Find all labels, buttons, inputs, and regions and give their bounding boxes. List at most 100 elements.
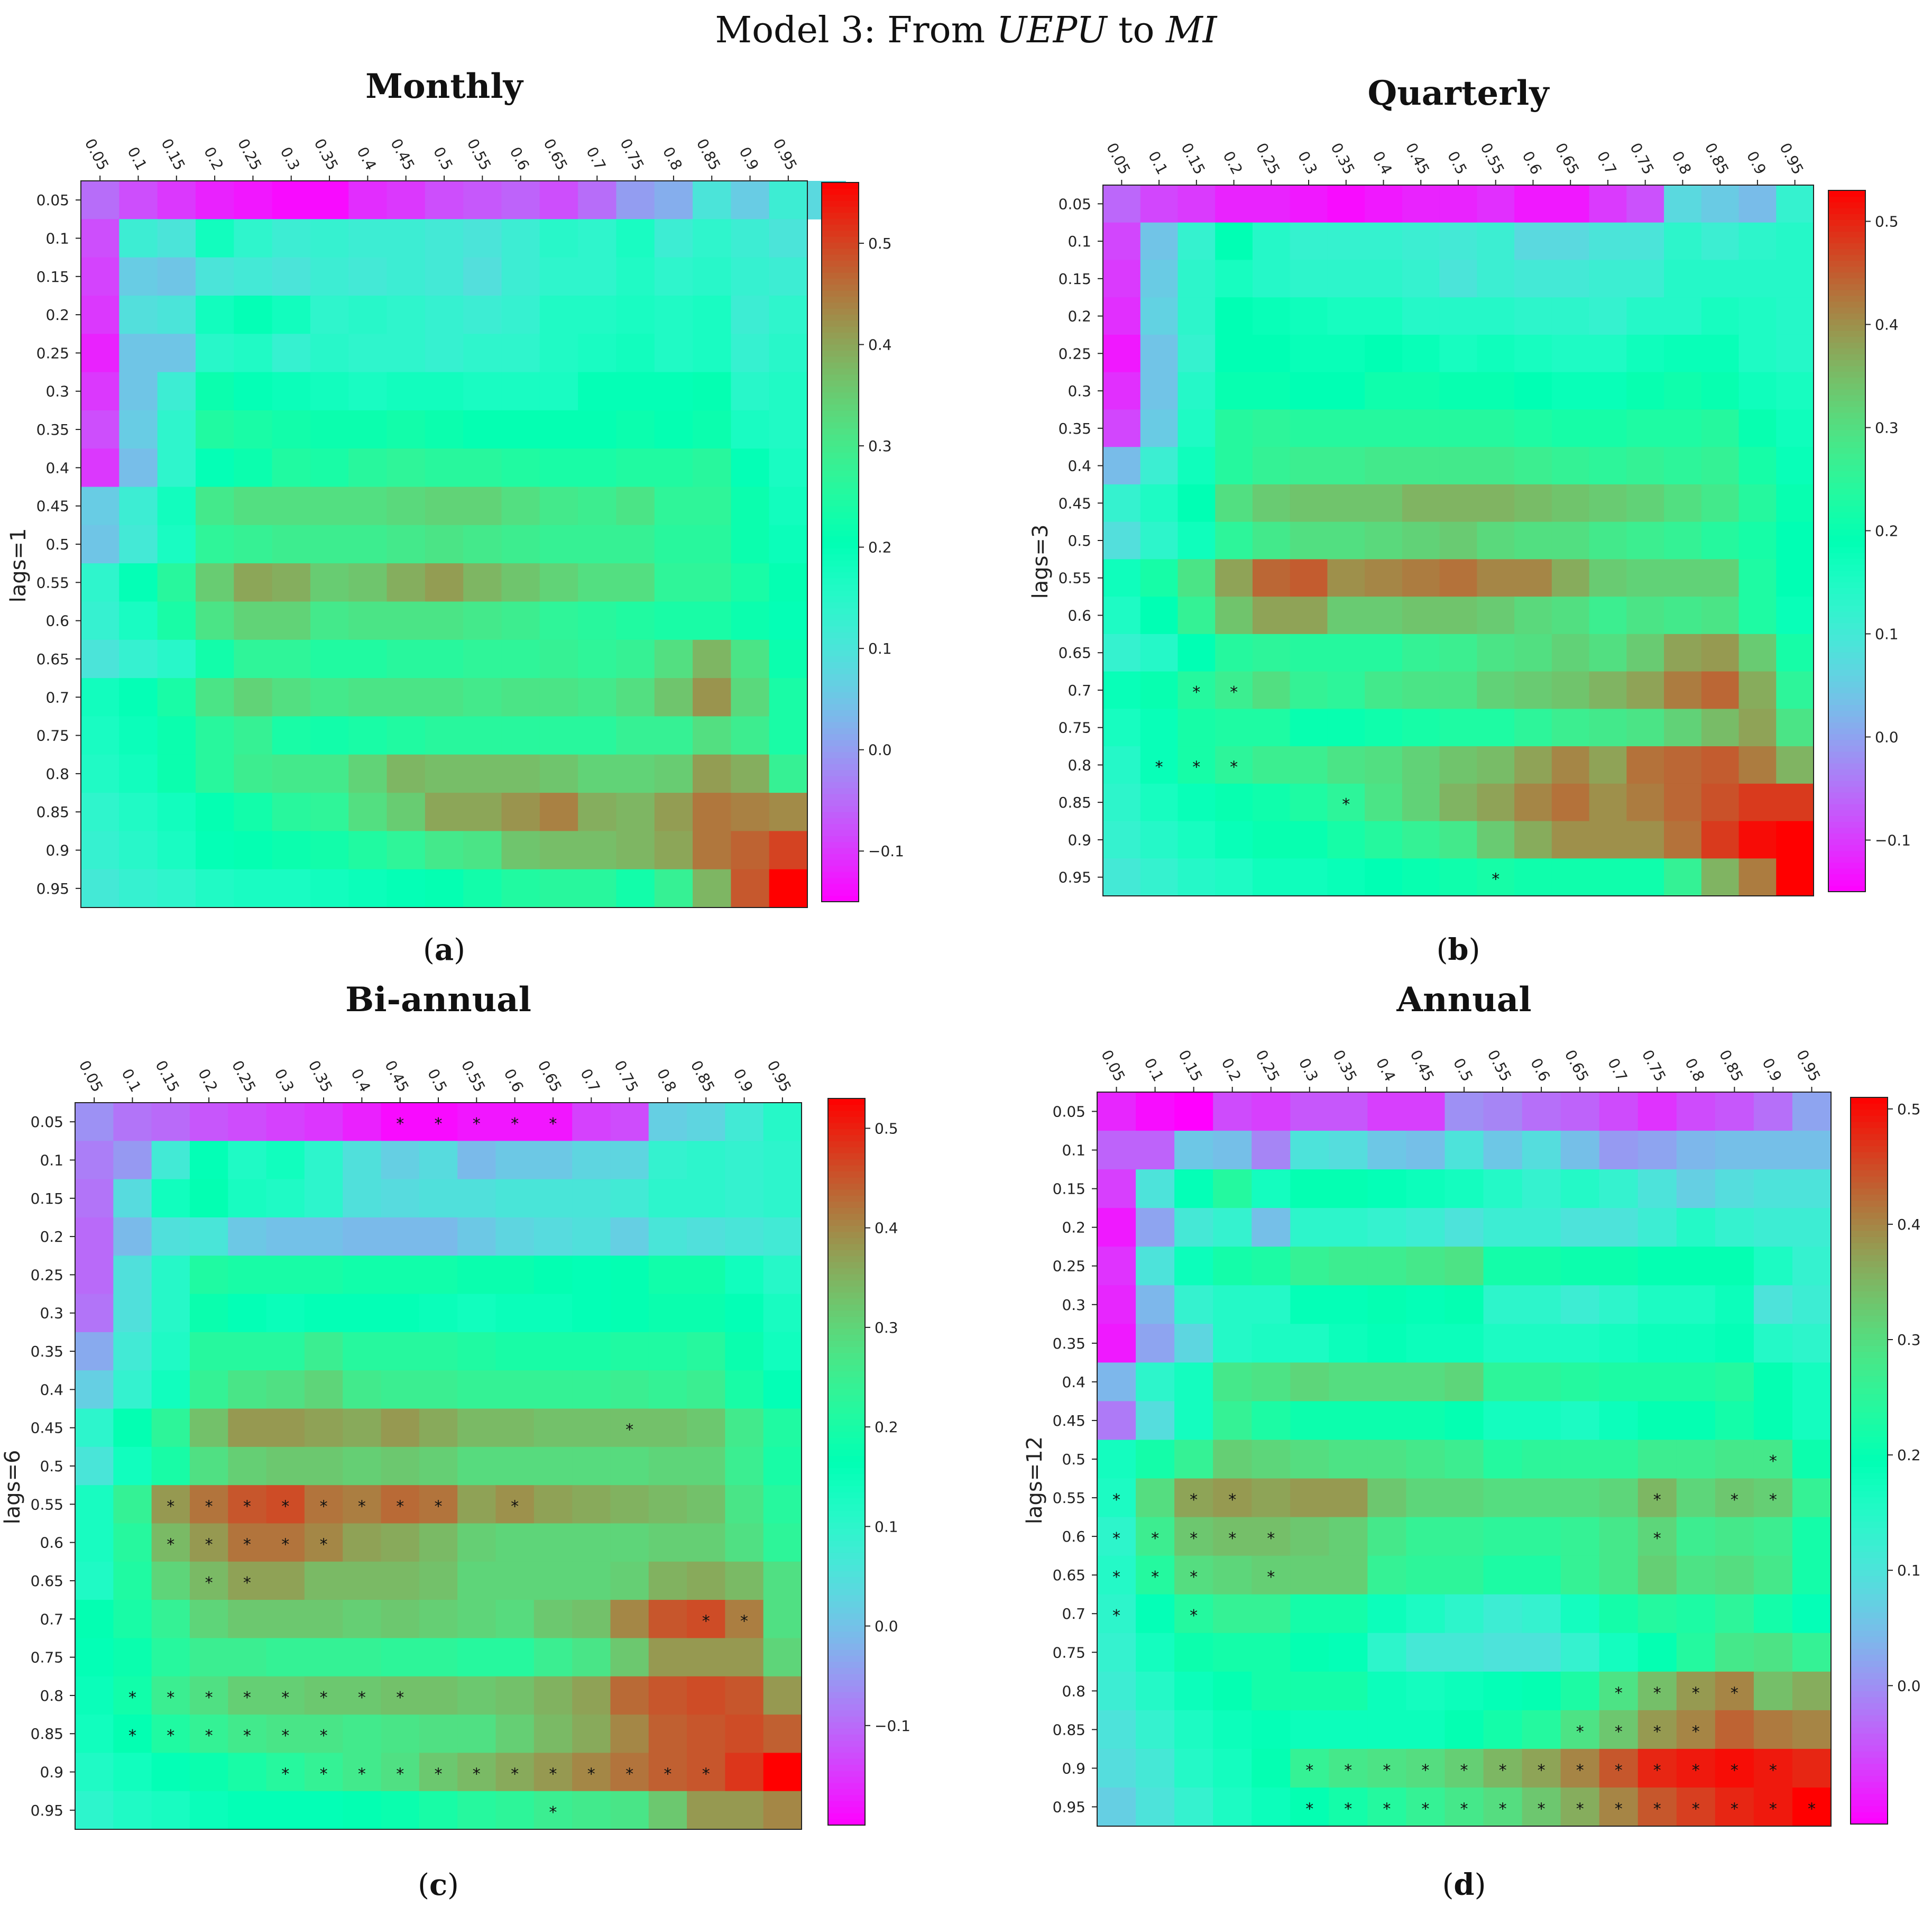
heatmap-cell xyxy=(234,219,273,258)
heatmap-cell xyxy=(457,1370,496,1409)
heatmap-cell xyxy=(1327,297,1365,335)
heatmap-cell xyxy=(578,372,617,411)
heatmap-cell xyxy=(1252,858,1291,896)
heatmap-cell xyxy=(1637,1440,1677,1479)
heatmap-cell xyxy=(1290,222,1328,261)
heatmap-cell xyxy=(1522,1362,1561,1402)
heatmap-cell xyxy=(425,754,464,793)
heatmap-panel-quarterly: Quarterly(b)* ** * ***0.05 0.1 0.15 0.2 0.25 0.3… xyxy=(1028,74,1911,967)
heatmap-cell xyxy=(151,1446,190,1486)
heatmap-cell xyxy=(1327,409,1365,447)
heatmap-cell xyxy=(1715,1478,1754,1518)
heatmap-cell xyxy=(304,1179,343,1218)
heatmap-cell xyxy=(572,1638,611,1677)
heatmap-cell xyxy=(572,1791,611,1830)
heatmap-cell xyxy=(419,1103,458,1141)
heatmap-cell xyxy=(157,219,196,258)
heatmap-cell xyxy=(1177,521,1216,560)
heatmap-cell xyxy=(1103,597,1141,635)
heatmap-cell xyxy=(1560,1478,1600,1518)
heatmap-cell xyxy=(654,678,693,717)
heatmap-cell xyxy=(195,181,234,219)
heatmap-cell xyxy=(1637,1633,1677,1672)
figure-title-part: to xyxy=(1107,10,1166,51)
heatmap-cell xyxy=(1402,521,1440,560)
heatmap-cell xyxy=(1290,260,1328,298)
significance-star: * xyxy=(1112,1568,1120,1587)
significance-star: * xyxy=(549,1803,557,1822)
x-tick-label: 0.45 xyxy=(381,1058,412,1095)
heatmap-cell xyxy=(463,219,502,258)
heatmap-cell xyxy=(1439,559,1477,597)
heatmap-cell xyxy=(419,1485,458,1524)
heatmap-cell xyxy=(731,295,770,334)
heatmap-cell xyxy=(1551,746,1590,784)
heatmap-cell xyxy=(463,372,502,411)
heatmap-cell xyxy=(1514,484,1552,523)
heatmap-cell xyxy=(1551,297,1590,335)
heatmap-cell xyxy=(1290,297,1328,335)
heatmap-cell xyxy=(610,1408,649,1447)
heatmap-cell xyxy=(763,1561,802,1600)
heatmap-cell xyxy=(1402,185,1440,223)
heatmap-cell xyxy=(648,1485,687,1524)
heatmap-cell xyxy=(539,639,578,679)
heatmap-cell xyxy=(1715,1517,1754,1556)
heatmap-cell xyxy=(1290,1478,1329,1518)
heatmap-cell xyxy=(1327,783,1365,822)
x-tick-label: 0.6 xyxy=(1519,148,1545,177)
heatmap-cell xyxy=(1445,1169,1484,1208)
heatmap-cell xyxy=(304,1141,343,1180)
heatmap-cell xyxy=(425,181,464,219)
heatmap-cell xyxy=(1140,634,1179,672)
heatmap-cell xyxy=(234,563,273,602)
x-tick-label: 0.55 xyxy=(464,136,494,173)
heatmap-cell xyxy=(1213,1555,1252,1595)
heatmap-cell xyxy=(348,563,388,602)
heatmap-cell xyxy=(310,295,349,334)
y-tick-label: 0.4 xyxy=(1068,457,1091,475)
heatmap-cell xyxy=(1560,1401,1600,1441)
heatmap-cell xyxy=(1174,1401,1213,1441)
heatmap-cell xyxy=(1560,1092,1600,1131)
heatmap-cell xyxy=(310,563,349,602)
heatmap-cell xyxy=(381,1446,420,1486)
significance-star: * xyxy=(1615,1722,1623,1741)
heatmap-cell xyxy=(387,487,426,526)
heatmap-cell xyxy=(533,1217,573,1256)
heatmap-cell xyxy=(1664,521,1702,560)
heatmap-cell xyxy=(654,639,693,679)
heatmap-cell xyxy=(1664,334,1702,373)
heatmap-cell xyxy=(1676,1517,1716,1556)
heatmap-cell xyxy=(1213,1285,1252,1324)
heatmap-cell xyxy=(1252,1324,1291,1363)
heatmap-cell xyxy=(157,448,196,488)
heatmap-cell xyxy=(189,1561,228,1600)
heatmap-cell xyxy=(501,487,540,526)
significance-star: * xyxy=(1615,1800,1623,1819)
heatmap-cell xyxy=(731,831,770,870)
heatmap-cell xyxy=(113,1561,152,1600)
heatmap-cell xyxy=(343,1446,382,1486)
heatmap-cell xyxy=(151,1217,190,1256)
heatmap-cell xyxy=(687,1523,725,1562)
heatmap-cell xyxy=(1174,1324,1213,1363)
heatmap-cell xyxy=(1327,821,1365,859)
heatmap-cell xyxy=(1252,185,1291,223)
y-tick-label: 0.15 xyxy=(1053,1180,1085,1198)
heatmap-cell xyxy=(119,563,158,602)
heatmap-cell xyxy=(1522,1748,1561,1788)
heatmap-cell xyxy=(1637,1324,1677,1363)
heatmap-cell xyxy=(1514,821,1552,859)
heatmap-cell xyxy=(1599,1247,1639,1286)
heatmap-cell xyxy=(1290,1324,1329,1363)
heatmap-cell xyxy=(113,1638,152,1677)
heatmap-cell xyxy=(731,793,770,831)
heatmap-cell xyxy=(533,1676,573,1715)
heatmap-cell xyxy=(1676,1633,1716,1672)
heatmap-cell xyxy=(616,372,655,411)
heatmap-cell xyxy=(1252,671,1291,709)
x-tick-label: 0.45 xyxy=(1402,140,1433,178)
heatmap-cell xyxy=(495,1179,535,1218)
significance-star: * xyxy=(1305,1761,1313,1780)
